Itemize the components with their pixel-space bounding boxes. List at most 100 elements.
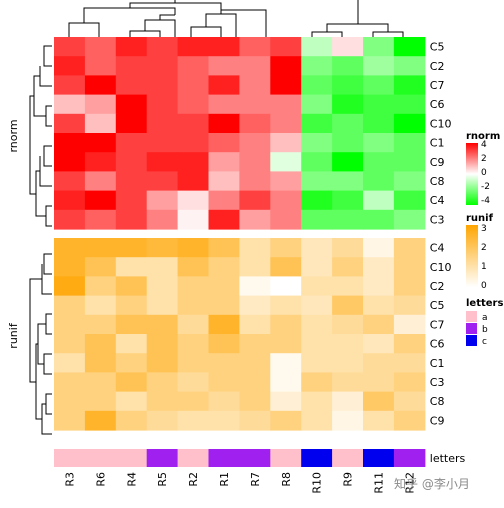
runif-cell <box>270 238 302 258</box>
runif-cell <box>363 391 395 412</box>
runif-cell <box>115 391 148 412</box>
runif-cell <box>146 314 179 335</box>
heatmap-cells <box>54 37 426 467</box>
letters-legend-label: c <box>482 337 487 347</box>
rnorm-cell <box>270 56 302 76</box>
rnorm-cell <box>177 190 210 211</box>
row-label: C5 <box>430 41 445 54</box>
letters-cell <box>84 449 117 467</box>
runif-cell <box>301 314 333 335</box>
runif-cell <box>146 295 179 316</box>
letters-track-label: letters <box>430 452 466 465</box>
rnorm-cell <box>54 94 86 115</box>
rnorm-cell <box>84 113 117 134</box>
row-label: C9 <box>430 414 445 427</box>
rnorm-cell <box>301 94 333 115</box>
rnorm-legend-tick: 2 <box>481 154 487 164</box>
rnorm-cell <box>177 113 210 134</box>
rnorm-cell <box>332 56 364 76</box>
column-dendrogram <box>68 0 404 37</box>
row-label: C5 <box>430 299 445 312</box>
runif-cell <box>239 410 271 431</box>
runif-cell <box>301 276 333 297</box>
rnorm-cell <box>239 133 271 153</box>
column-label: R12 <box>403 472 416 494</box>
row-label: C6 <box>430 338 445 351</box>
runif-cell <box>239 334 271 354</box>
rnorm-cell <box>146 152 179 172</box>
runif-cell <box>393 372 426 393</box>
row-label: C7 <box>430 318 445 331</box>
rnorm-legend-tick: 0 <box>481 168 487 178</box>
runif-cell <box>177 410 210 431</box>
letters-cell <box>54 449 86 467</box>
runif-cell <box>115 334 148 354</box>
rnorm-cell <box>393 75 426 96</box>
row-label: C3 <box>430 376 445 389</box>
rnorm-cell <box>208 152 240 172</box>
row-label: C4 <box>430 194 445 207</box>
rnorm-cell <box>54 37 86 57</box>
heatmap-labels: C5 C2 C7 C6 C10 C1 C9 C8 C4 C3 C4 C10 C2 C5 C7 C6 C1 C3 C8… <box>7 41 466 494</box>
runif-cell <box>54 334 86 354</box>
runif-cell <box>115 295 148 316</box>
runif-cell <box>301 295 333 316</box>
rnorm-cell <box>115 190 148 211</box>
rnorm-row-dendrogram <box>29 45 52 227</box>
runif-cell <box>393 276 426 297</box>
rnorm-cell <box>332 171 364 192</box>
row-label: C3 <box>430 213 445 226</box>
runif-cell <box>301 257 333 277</box>
runif-cell <box>270 257 302 277</box>
letters-cell <box>332 449 364 467</box>
rnorm-cell <box>332 190 364 211</box>
letters-cell <box>301 449 333 467</box>
rnorm-cell <box>54 75 86 96</box>
rnorm-legend-tick: -2 <box>481 182 490 192</box>
rnorm-cell <box>393 171 426 192</box>
row-label: C2 <box>430 60 445 73</box>
letters-cell <box>115 449 148 467</box>
rnorm-cell <box>301 75 333 96</box>
runif-cell <box>332 391 364 412</box>
rnorm-cell <box>54 56 86 76</box>
runif-cell <box>239 353 271 373</box>
runif-cell <box>270 295 302 316</box>
runif-cell <box>332 410 364 431</box>
rnorm-cell <box>332 37 364 57</box>
runif-cell <box>84 334 117 354</box>
runif-cell <box>393 353 426 373</box>
rnorm-cell <box>301 152 333 172</box>
rnorm-cell <box>270 113 302 134</box>
runif-cell <box>146 238 179 258</box>
rnorm-cell <box>239 37 271 57</box>
rnorm-cell <box>177 171 210 192</box>
rnorm-cell <box>393 56 426 76</box>
rnorm-cell <box>54 133 86 153</box>
runif-cell <box>363 334 395 354</box>
runif-cell <box>393 334 426 354</box>
rnorm-cell <box>239 75 271 96</box>
rnorm-cell <box>84 190 117 211</box>
rnorm-cell <box>177 133 210 153</box>
runif-cell <box>239 391 271 412</box>
rnorm-cell <box>208 113 240 134</box>
rnorm-cell <box>54 190 86 211</box>
runif-cell <box>270 372 302 393</box>
runif-cell <box>393 391 426 412</box>
rnorm-cell <box>239 113 271 134</box>
runif-cell <box>332 295 364 316</box>
runif-cell <box>54 314 86 335</box>
runif-cell <box>208 372 240 393</box>
runif-cell <box>270 353 302 373</box>
row-label: C8 <box>430 175 445 188</box>
rnorm-cell <box>208 37 240 57</box>
rnorm-cell <box>332 94 364 115</box>
rnorm-cell <box>208 190 240 211</box>
runif-cell <box>332 314 364 335</box>
rnorm-cell <box>363 209 395 230</box>
runif-legend-tick: 3 <box>481 224 487 234</box>
rnorm-cell <box>208 56 240 76</box>
